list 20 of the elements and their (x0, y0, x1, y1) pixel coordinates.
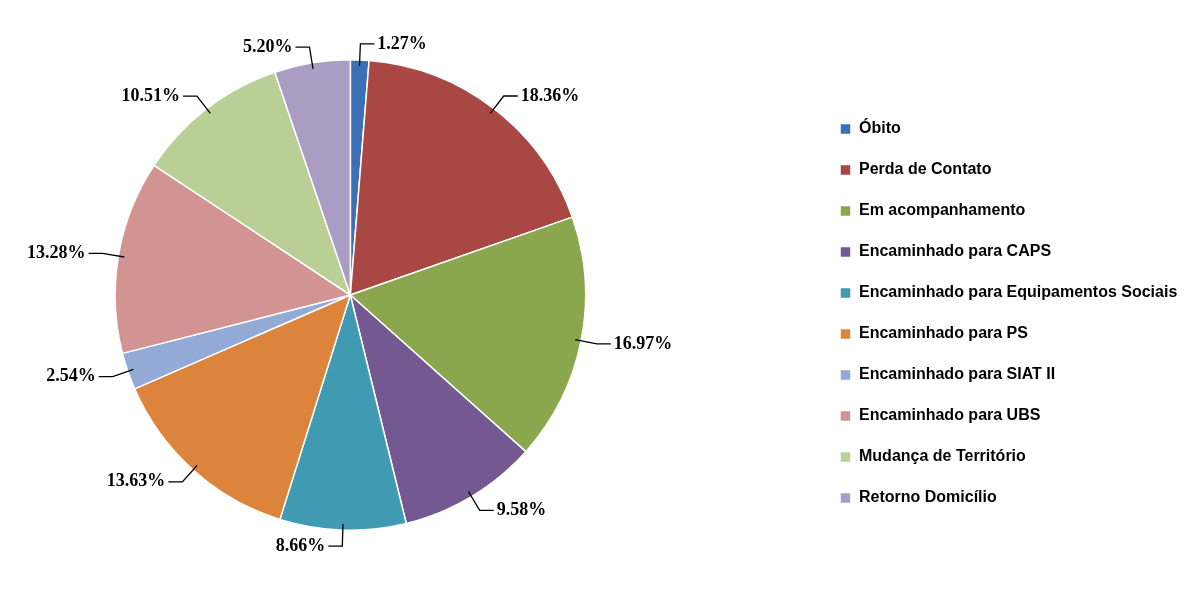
legend-label: Óbito (859, 118, 901, 137)
legend-label: Mudança de Território (859, 447, 1027, 465)
legend-label: Perda de Contato (859, 160, 992, 178)
legend-label: Encaminhado para CAPS (859, 242, 1052, 260)
data-label: 2.54% (46, 365, 96, 386)
legend-label: Retorno Domicílio (859, 488, 998, 506)
data-label: 8.66% (275, 534, 326, 555)
legend-label: Encaminhado para Equipamentos Sociais (859, 283, 1178, 301)
legend-label: Em acompanhamento (859, 201, 1026, 219)
data-label: 9.58% (496, 499, 547, 520)
data-label: 16.97% (613, 332, 673, 353)
data-label: 18.36% (520, 84, 580, 105)
legend-label: Encaminhado para SIAT II (859, 365, 1056, 383)
data-label: 10.51% (121, 84, 180, 105)
data-label: 5.20% (242, 35, 293, 56)
legend-label: Encaminhado para PS (859, 324, 1029, 342)
data-label: 13.63% (106, 470, 166, 491)
data-label: 13.28% (27, 242, 86, 263)
legend-label: Encaminhado para UBS (859, 406, 1041, 424)
data-label: 1.27% (377, 32, 427, 53)
